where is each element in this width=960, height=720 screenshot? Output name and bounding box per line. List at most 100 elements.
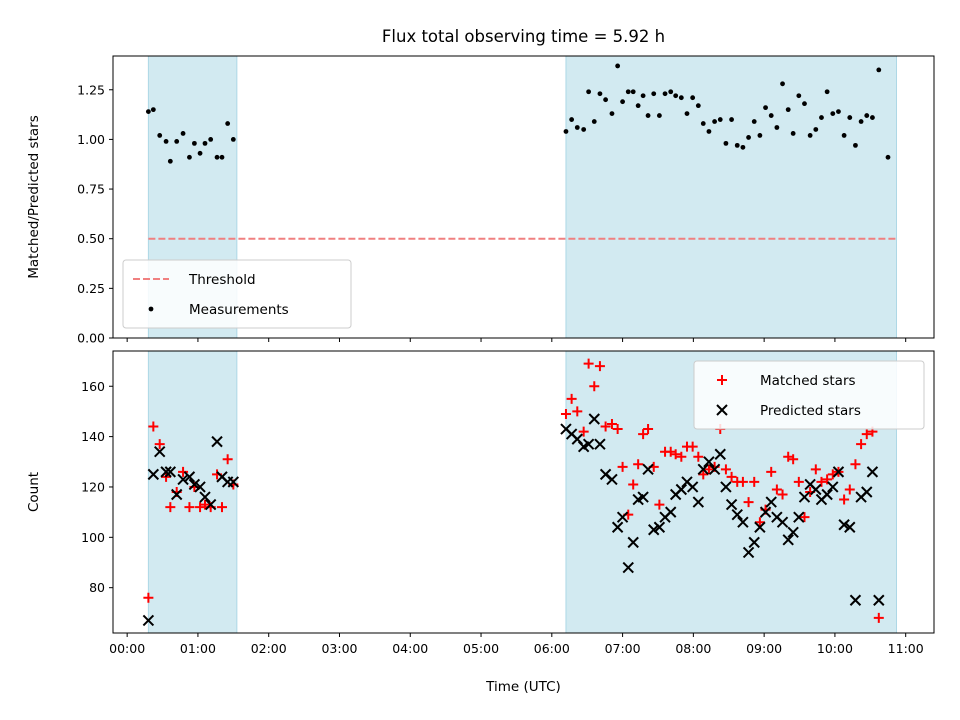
data-point-dot bbox=[830, 111, 836, 116]
data-point-x bbox=[627, 536, 639, 549]
y-tick-label: 1.25 bbox=[77, 82, 105, 97]
ratio-panel: 0.00 0.25 0.50 0.75 1.00 1.25 Matched/Predicte… bbox=[26, 55, 935, 346]
data-point-plus bbox=[810, 464, 821, 475]
data-point-dot bbox=[774, 125, 780, 130]
observing-window-span bbox=[565, 55, 897, 339]
data-point-dot bbox=[635, 103, 641, 109]
data-point-plus bbox=[839, 494, 850, 505]
data-point-plus bbox=[726, 471, 737, 482]
y-tick-label: 80 bbox=[89, 580, 105, 595]
x-tick-label: 07:00 bbox=[605, 641, 641, 656]
data-point-dot bbox=[706, 129, 712, 134]
data-point-plus bbox=[856, 439, 867, 450]
data-point-dot bbox=[870, 115, 875, 120]
data-point-dot bbox=[847, 115, 853, 120]
data-point-x bbox=[594, 438, 606, 450]
data-point-plus bbox=[654, 499, 665, 510]
y-tick-label: 140 bbox=[81, 429, 105, 444]
data-point-dot bbox=[574, 125, 580, 130]
data-point-x bbox=[199, 491, 211, 503]
data-point-plus bbox=[589, 381, 600, 392]
x-tick-label: 02:00 bbox=[251, 641, 287, 656]
data-point-dot bbox=[885, 154, 891, 160]
data-point-x bbox=[160, 466, 172, 478]
data-point-plus bbox=[749, 476, 760, 487]
data-point-dot bbox=[219, 154, 225, 160]
x-tick-label: 06:00 bbox=[534, 641, 570, 656]
data-point-x bbox=[642, 463, 654, 476]
data-point-x bbox=[838, 519, 850, 531]
data-point-plus bbox=[617, 461, 628, 472]
data-point-x bbox=[170, 488, 183, 501]
data-point-plus bbox=[737, 476, 748, 487]
data-point-plus bbox=[612, 424, 623, 435]
data-point-x bbox=[827, 481, 839, 493]
legend-marker-plus bbox=[717, 375, 727, 385]
data-point-plus bbox=[178, 466, 189, 477]
data-point-plus bbox=[594, 361, 605, 372]
data-point-x bbox=[873, 594, 885, 606]
legend-box bbox=[693, 360, 925, 430]
data-point-dot bbox=[145, 109, 151, 115]
data-point-x bbox=[606, 473, 618, 486]
data-point-dot bbox=[858, 119, 864, 124]
data-point-x bbox=[227, 476, 240, 488]
data-point-dot bbox=[740, 144, 746, 150]
data-point-dot bbox=[656, 113, 662, 118]
y-tick-label: 0.00 bbox=[77, 331, 105, 346]
data-point-x bbox=[692, 496, 705, 508]
data-point-plus bbox=[777, 489, 788, 500]
data-point-dot bbox=[157, 133, 163, 138]
data-point-dot bbox=[620, 99, 625, 105]
data-point-plus bbox=[216, 502, 227, 513]
data-point-dot bbox=[208, 137, 214, 142]
data-point-x bbox=[759, 506, 772, 518]
x-tick-label: 05:00 bbox=[463, 641, 499, 656]
y-tick-label: 120 bbox=[81, 479, 105, 494]
data-point-dot bbox=[597, 91, 603, 97]
data-point-x bbox=[188, 478, 201, 491]
y-tick-label: 0.75 bbox=[77, 182, 105, 197]
data-point-dot bbox=[790, 131, 796, 136]
data-point-plus bbox=[698, 469, 709, 480]
data-point-x bbox=[622, 561, 634, 574]
data-point-dot bbox=[729, 117, 734, 122]
data-point-x bbox=[720, 481, 732, 493]
data-point-dot bbox=[763, 105, 768, 111]
y-tick-label: 100 bbox=[81, 530, 105, 545]
data-point-x bbox=[793, 511, 805, 523]
data-point-plus bbox=[566, 393, 577, 404]
data-point-plus bbox=[165, 502, 176, 513]
data-point-x bbox=[582, 438, 595, 450]
data-point-dot bbox=[225, 121, 231, 126]
data-point-dot bbox=[678, 95, 684, 101]
data-point-dot bbox=[807, 133, 813, 138]
axes-frame bbox=[112, 350, 935, 634]
data-point-x bbox=[782, 534, 794, 546]
data-point-x bbox=[183, 471, 196, 483]
legend: Matched stars Predicted stars bbox=[693, 360, 925, 430]
data-point-x bbox=[675, 483, 688, 496]
data-point-dot bbox=[163, 138, 169, 144]
data-point-x bbox=[204, 498, 217, 511]
x-tick-label: 10:00 bbox=[817, 641, 853, 656]
data-point-x bbox=[810, 483, 822, 496]
data-point-plus bbox=[850, 459, 861, 470]
data-point-x bbox=[164, 466, 177, 478]
data-point-x bbox=[703, 456, 715, 468]
data-point-dot bbox=[230, 137, 236, 142]
data-point-plus bbox=[743, 497, 754, 508]
data-point-dot bbox=[662, 91, 668, 97]
data-point-x bbox=[737, 516, 749, 528]
x-tick-label: 03:00 bbox=[321, 641, 357, 656]
data-point-plus bbox=[143, 592, 154, 603]
data-point-x bbox=[211, 435, 223, 448]
data-point-plus bbox=[628, 479, 639, 490]
data-point-plus bbox=[844, 484, 855, 495]
y-tick-label: 1.00 bbox=[77, 132, 105, 147]
data-point-dot bbox=[876, 67, 882, 73]
data-point-x bbox=[697, 463, 709, 476]
data-point-plus bbox=[560, 408, 571, 419]
data-point-dot bbox=[853, 142, 858, 148]
